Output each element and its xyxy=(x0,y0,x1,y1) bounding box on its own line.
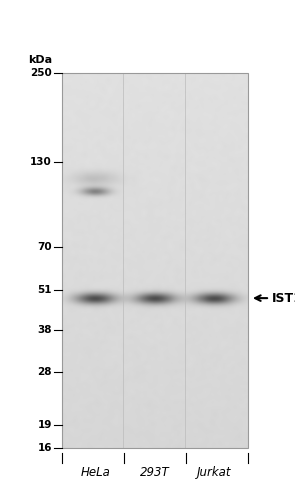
Text: 250: 250 xyxy=(30,68,52,78)
Text: 19: 19 xyxy=(38,420,52,430)
Text: IST1: IST1 xyxy=(272,292,295,305)
Text: Jurkat: Jurkat xyxy=(197,466,232,479)
Text: 70: 70 xyxy=(37,241,52,252)
Text: kDa: kDa xyxy=(28,55,52,65)
Text: 293T: 293T xyxy=(140,466,170,479)
Text: 130: 130 xyxy=(30,157,52,167)
Text: 51: 51 xyxy=(37,285,52,295)
Text: HeLa: HeLa xyxy=(81,466,110,479)
Text: 16: 16 xyxy=(37,443,52,453)
Bar xyxy=(62,73,248,448)
Text: 38: 38 xyxy=(37,325,52,335)
Text: 28: 28 xyxy=(37,367,52,377)
